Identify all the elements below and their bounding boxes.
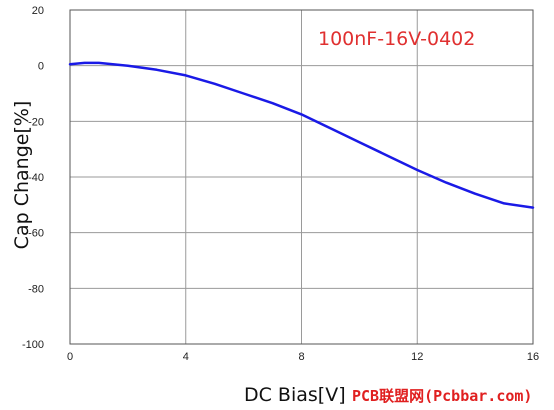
y-tick-label: -20 <box>28 116 44 128</box>
series-line <box>68 61 535 209</box>
x-tick-label: 12 <box>411 351 423 363</box>
watermark-text: PCB联盟网(Pcbbar.com) <box>352 387 532 405</box>
x-tick-label: 0 <box>67 351 73 363</box>
tick-labels: 0 4 8 12 16 20 0 -20 -40 -60 -80 -100 <box>22 5 539 363</box>
x-tick-label: 8 <box>298 351 304 363</box>
x-tick-label: 16 <box>527 351 539 363</box>
grid <box>69 9 534 345</box>
plot-frame <box>69 9 534 345</box>
y-tick-label: -60 <box>28 228 44 240</box>
x-tick-label: 4 <box>183 351 189 363</box>
y-tick-label: 0 <box>38 61 44 73</box>
y-tick-label: -100 <box>22 339 44 351</box>
y-axis-label: Cap Change[%] <box>11 101 33 250</box>
y-tick-label: 20 <box>32 5 44 17</box>
chart-annotation: 100nF-16V-0402 <box>318 28 475 50</box>
y-tick-label: -80 <box>28 283 44 295</box>
series-layer <box>68 61 535 209</box>
y-tick-label: -40 <box>28 172 44 184</box>
x-axis-label: DC Bias[V] <box>244 384 346 406</box>
